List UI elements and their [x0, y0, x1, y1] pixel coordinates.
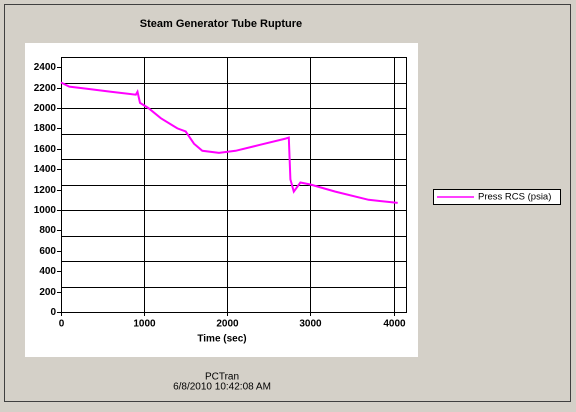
footer: PCTran — [205, 372, 239, 383]
legend — [433, 189, 561, 205]
y-tick-label: 200 — [39, 287, 56, 298]
y-tick-label: 1400 — [34, 164, 57, 175]
y-tick-label: 800 — [39, 225, 56, 236]
x-tick-label: 4000 — [383, 319, 406, 330]
x-tick-label: 1000 — [133, 319, 156, 330]
plot-panel — [25, 43, 418, 357]
y-tick-label: 0 — [50, 307, 56, 318]
x-tick-label: 3000 — [299, 319, 322, 330]
legend-label: Press RCS (psia) — [478, 192, 551, 203]
y-tick-label: 600 — [39, 246, 56, 257]
chart-title: Steam Generator Tube Rupture — [140, 18, 302, 30]
y-tick-label: 1600 — [34, 144, 57, 155]
y-tick-label: 1000 — [34, 205, 57, 216]
line — [60, 81, 398, 204]
x-axis-label: Time (sec) — [197, 334, 246, 345]
x-tick-label: 2000 — [216, 319, 239, 330]
y-tick-label: 2000 — [34, 103, 57, 114]
plot-frame — [61, 57, 407, 313]
x-tick-label: 0 — [59, 319, 65, 330]
y-tick-label: 2200 — [34, 83, 57, 94]
y-tick-label: 400 — [39, 266, 56, 277]
footer: 6/8/2010 10:42:08 AM — [173, 382, 271, 393]
y-tick-label: 1200 — [34, 185, 57, 196]
y-tick-label: 2400 — [34, 62, 57, 73]
y-tick-label: 1800 — [34, 123, 57, 134]
